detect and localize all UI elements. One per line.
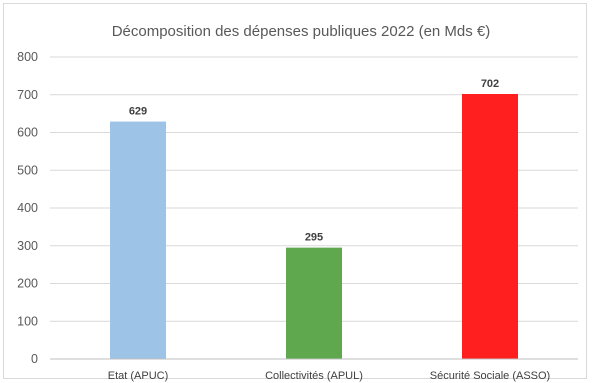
y-tick-label: 700 [17, 88, 38, 102]
data-label: 629 [129, 106, 147, 118]
y-tick-label: 200 [17, 277, 38, 291]
bar [462, 93, 518, 360]
x-axis: Etat (APUC) Collectivités (APUL) Sécurité … [50, 358, 578, 382]
x-category-label: Collectivités (APUL) [265, 370, 363, 382]
y-tick-label: 600 [17, 126, 38, 140]
y-tick-label: 500 [17, 163, 38, 177]
y-axis: 0 100 200 300 400 500 600 700 800 [17, 50, 38, 366]
y-tick-label: 300 [17, 239, 38, 253]
bar [286, 247, 342, 359]
y-tick-label: 100 [17, 314, 38, 328]
y-tick-label: 400 [17, 201, 38, 215]
x-category-label: Sécurité Sociale (ASSO) [430, 370, 550, 382]
bar [110, 121, 166, 360]
y-tick-label: 800 [17, 50, 38, 64]
y-tick-label: 0 [31, 352, 38, 366]
data-labels: 629 295 702 [129, 78, 499, 244]
data-label: 295 [305, 232, 323, 244]
chart-title: Décomposition des dépenses publiques 202… [112, 23, 491, 40]
x-category-label: Etat (APUC) [108, 370, 169, 382]
data-label: 702 [481, 78, 499, 90]
bars [110, 93, 518, 360]
